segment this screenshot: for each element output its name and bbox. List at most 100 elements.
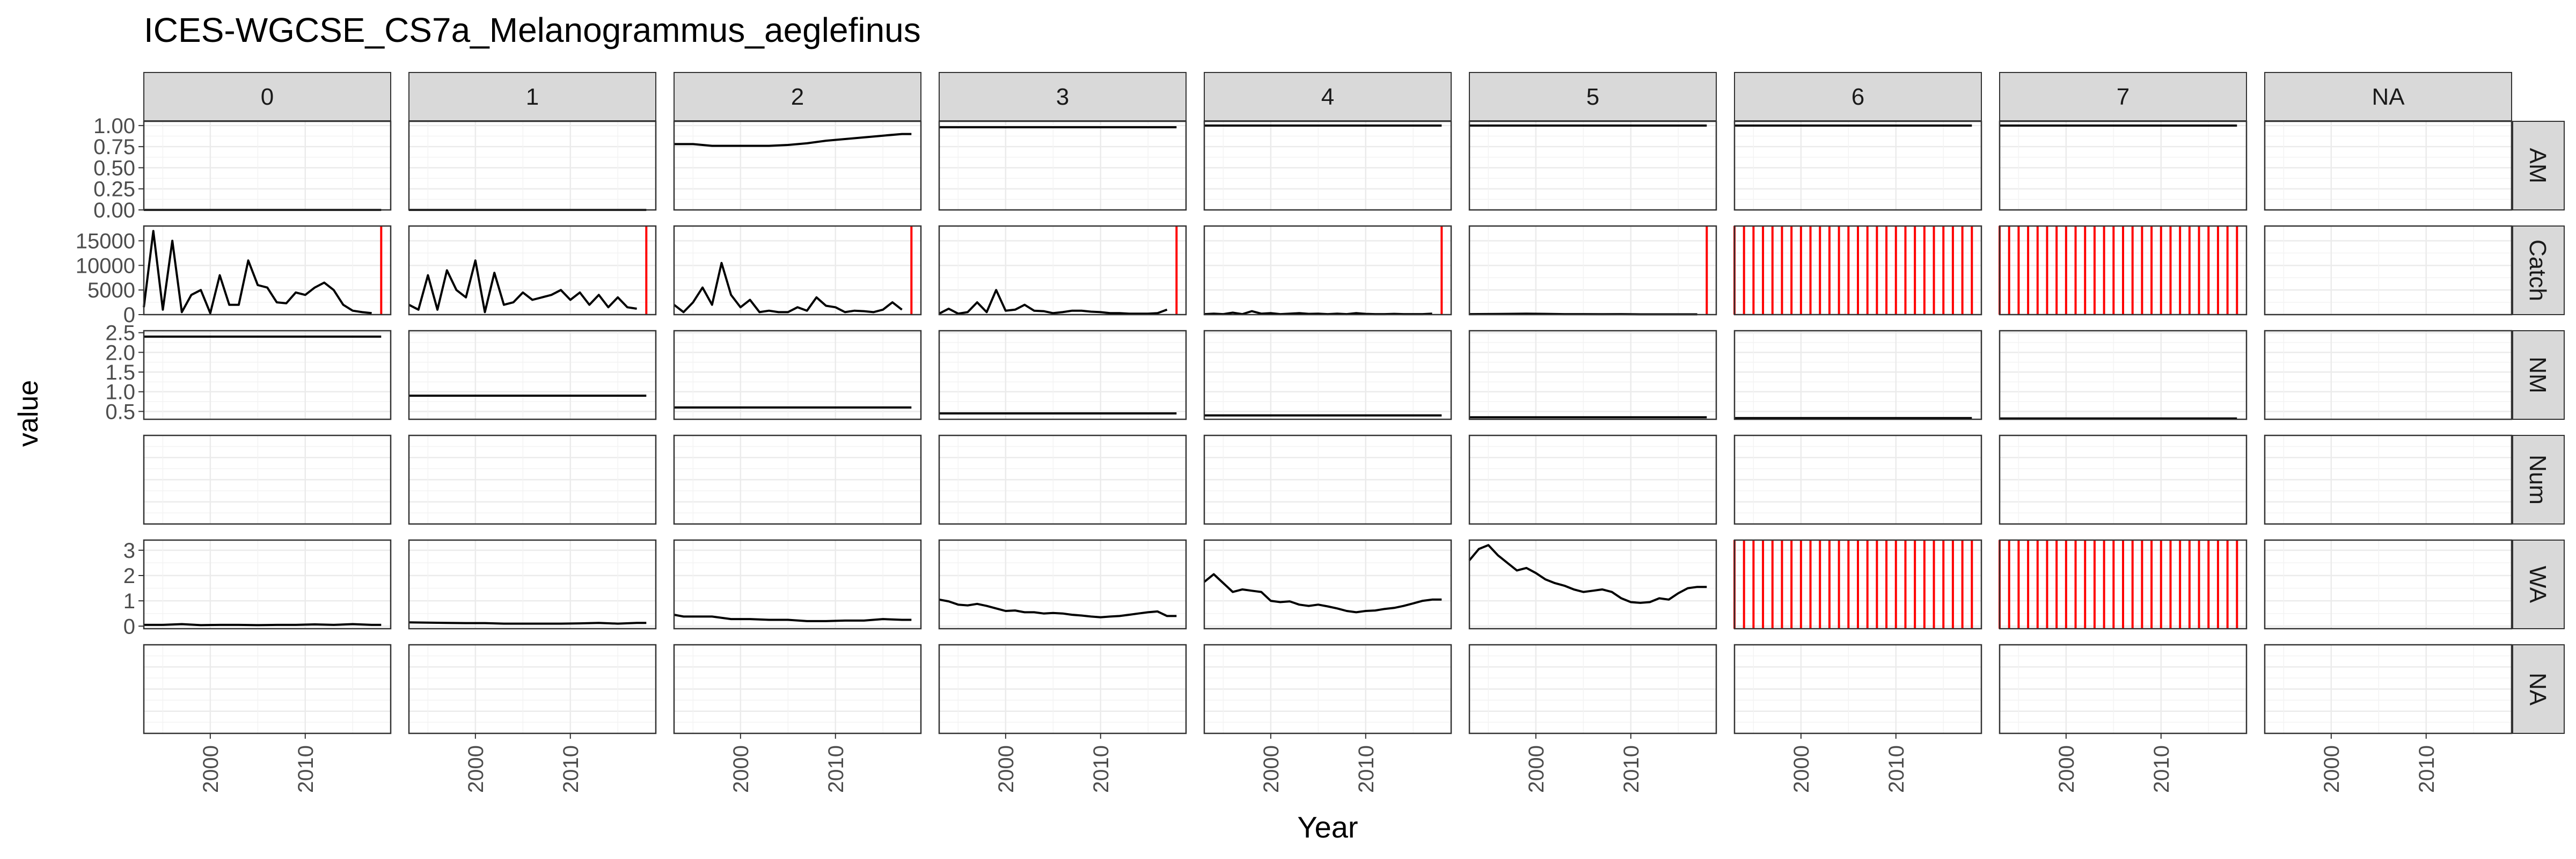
series-line-WA-3 (939, 598, 1177, 618)
panel-NM-3 (938, 330, 1187, 420)
y-tick-label: 2 (123, 564, 135, 588)
panel-border (1468, 539, 1717, 630)
panel-NA-1 (408, 644, 657, 734)
panel-AM-NA (2264, 120, 2513, 211)
x-tick-label: 2010 (2150, 745, 2174, 793)
panel-background (409, 331, 656, 419)
plot-area: 0 1 2 3 4 5 6 7 NAAM0.000.250.500.751.00Catch050… (76, 72, 2565, 793)
series-line-WA-4 (1203, 573, 1442, 614)
x-tick-label: 2000 (1525, 745, 1548, 793)
x-tick-label: 2010 (1089, 745, 1113, 793)
col-strip-7 (1999, 72, 2247, 121)
panel-border (1468, 434, 1717, 525)
x-tick-label: 2010 (559, 745, 583, 793)
panel-NA-6 (1733, 644, 1982, 734)
series-line-WA-2 (674, 614, 912, 622)
panel-background (939, 331, 1186, 419)
panel-NM-4 (1203, 330, 1452, 420)
panel-WA-7 (1999, 539, 2248, 630)
x-tick-label: 2010 (1620, 745, 1643, 793)
panel-border (673, 434, 922, 525)
col-strip-label-7: 7 (2117, 84, 2129, 110)
x-tick-label: 2000 (994, 745, 1018, 793)
panel-Num-6 (1733, 434, 1982, 525)
panel-border (1468, 644, 1717, 734)
col-strip-3 (939, 72, 1187, 121)
row-strip-label-0: AM (2524, 148, 2551, 184)
series-line-Catch-3 (939, 289, 1168, 315)
panel-border (1203, 539, 1452, 630)
panel-Num-0 (143, 434, 392, 525)
x-tick-label: 2000 (1260, 745, 1283, 793)
panel-WA-5 (1468, 539, 1717, 630)
panel-border (1203, 644, 1452, 734)
panel-border (673, 644, 922, 734)
panel-background (2265, 226, 2512, 315)
y-tick-label: 1 (123, 589, 135, 613)
panel-AM-7 (1999, 120, 2248, 211)
panel-AM-2 (673, 120, 922, 211)
series-line-Catch-0 (143, 230, 372, 315)
panel-NM-1 (408, 330, 657, 420)
col-strip-label-0: 0 (261, 84, 274, 110)
col-strip-5 (1469, 72, 1717, 121)
panel-AM-4 (1203, 120, 1452, 211)
panel-background (939, 540, 1186, 629)
x-tick-label: 2010 (1885, 745, 1908, 793)
panel-border (1733, 225, 1982, 316)
panel-Num-3 (938, 434, 1187, 525)
panel-border (143, 120, 392, 211)
panel-background (939, 226, 1186, 315)
row-strip-4 (2512, 540, 2565, 629)
y-tick-label: 0 (123, 615, 135, 638)
panel-background (1469, 121, 1716, 210)
panel-border (1999, 644, 2248, 734)
panel-border (1733, 330, 1982, 420)
panel-background (1735, 121, 1981, 210)
panel-border (408, 120, 657, 211)
col-strip-1 (408, 72, 656, 121)
panel-border (2264, 330, 2513, 420)
panel-background (1204, 226, 1451, 315)
panel-WA-4 (1203, 539, 1452, 630)
panel-Catch-7 (1999, 225, 2248, 316)
panel-border (143, 539, 392, 630)
panel-border (408, 330, 657, 420)
col-strip-label-2: 2 (791, 84, 804, 110)
x-tick-label: 2000 (2320, 745, 2344, 793)
col-strip-label-4: 4 (1321, 84, 1334, 110)
col-strip-label-6: 6 (1851, 84, 1864, 110)
panel-background (2265, 540, 2512, 629)
panel-border (1468, 330, 1717, 420)
panel-border (1733, 434, 1982, 525)
panel-border (1203, 120, 1452, 211)
row-strip-label-3: Num (2524, 455, 2551, 505)
panel-border (1999, 330, 2248, 420)
y-tick-label: 0.50 (93, 156, 135, 180)
panel-border (143, 225, 392, 316)
panel-NM-2 (673, 330, 922, 420)
panel-WA-NA (2264, 539, 2513, 630)
y-tick-label: 3 (123, 539, 135, 563)
panel-border (2264, 225, 2513, 316)
x-tick-label: 2010 (294, 745, 318, 793)
row-strip-2 (2512, 330, 2565, 420)
panel-Num-2 (673, 434, 922, 525)
panel-NM-6 (1733, 330, 1982, 420)
y-tick-label: 0.5 (105, 400, 135, 424)
panel-background (1469, 226, 1716, 315)
panel-border (2264, 644, 2513, 734)
panel-AM-3 (938, 120, 1187, 211)
col-strip-2 (674, 72, 921, 121)
panel-border (143, 330, 392, 420)
panel-Catch-0 (143, 225, 392, 316)
panel-Catch-6 (1733, 225, 1982, 316)
chart-title: ICES-WGCSE_CS7a_Melanogrammus_aeglefinus (144, 11, 921, 49)
panel-border (1999, 225, 2248, 316)
panel-background (2000, 331, 2246, 419)
col-strip-label-5: 5 (1586, 84, 1599, 110)
series-line-Catch-1 (408, 259, 637, 314)
panel-border (1733, 120, 1982, 211)
series-line-WA-5 (1468, 544, 1707, 604)
panel-background (144, 121, 391, 210)
